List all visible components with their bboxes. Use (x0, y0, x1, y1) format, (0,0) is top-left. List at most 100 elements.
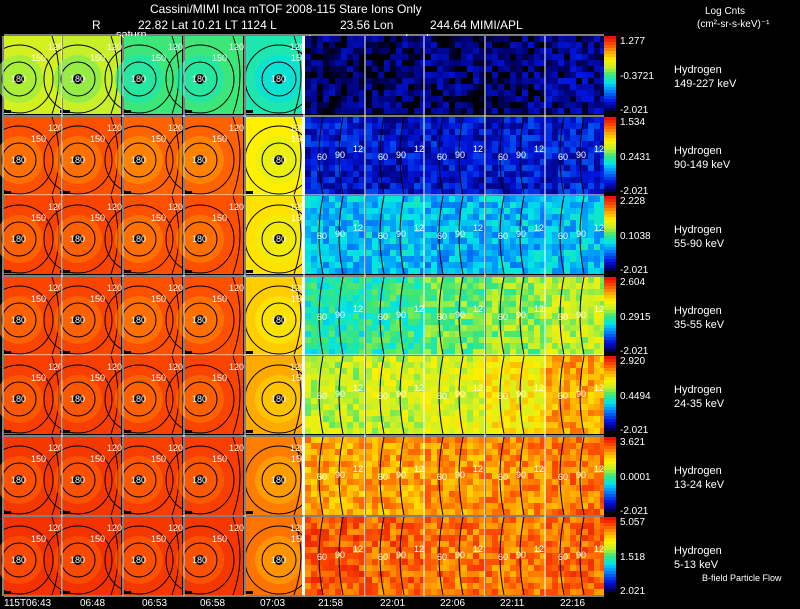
heatmap-pixel (347, 422, 353, 428)
heatmap-pixel (396, 307, 402, 313)
heatmap-pixel (467, 428, 473, 434)
heatmap-pixel (498, 503, 504, 509)
heatmap-pixel (582, 277, 588, 283)
heatmap-pixel (390, 84, 396, 90)
heatmap-pixel (546, 416, 552, 422)
heatmap-pixel (317, 529, 323, 535)
heatmap-pixel (341, 356, 347, 362)
heatmap-pixel (486, 232, 492, 238)
heatmap-pixel (335, 485, 341, 491)
heatmap-pixel (359, 529, 365, 535)
heatmap-pixel (486, 196, 492, 202)
heatmap-pixel (546, 289, 552, 295)
heatmap-pixel (492, 183, 498, 189)
heatmap-pixel (384, 349, 390, 355)
contour-label-60: 60 (378, 152, 388, 162)
heatmap-pixel (305, 374, 311, 380)
heatmap-pixel (359, 553, 365, 559)
heatmap-pixel (311, 398, 317, 404)
heatmap-pixel (390, 479, 396, 485)
contour-label-90: 90 (335, 550, 345, 560)
heatmap-pixel (353, 108, 359, 114)
heatmap-pixel (420, 196, 426, 202)
heatmap-pixel (564, 159, 570, 165)
heatmap-pixel (359, 559, 365, 565)
heatmap-pixel (437, 159, 443, 165)
heatmap-pixel (384, 171, 390, 177)
contour-label-120: 120 (168, 42, 183, 52)
heatmap-pixel (353, 102, 359, 108)
heatmap-pixel (305, 455, 311, 461)
heatmap-pixel (414, 232, 420, 238)
heatmap-pixel (570, 232, 576, 238)
heatmap-pixel (449, 529, 455, 535)
heatmap-pixel (335, 141, 341, 147)
heatmap-pixel (510, 244, 516, 250)
heatmap-pixel (588, 325, 594, 331)
grid-cross-mark (243, 191, 253, 194)
grid-cross-mark (243, 511, 253, 514)
heatmap-pixel (600, 78, 606, 84)
heatmap-pixel (420, 547, 426, 553)
heatmap-pixel (486, 565, 492, 571)
heatmap-pixel (305, 232, 311, 238)
heatmap-pixel (425, 250, 431, 256)
saturn-marker (274, 555, 284, 565)
heatmap-pixel (359, 289, 365, 295)
heatmap-pixel (510, 301, 516, 307)
heatmap-pixel (443, 202, 449, 208)
heatmap-pixel (486, 123, 492, 129)
contour-label-120: 120 (168, 283, 183, 293)
heatmap-pixel (594, 416, 600, 422)
heatmap-pixel (347, 183, 353, 189)
heatmap-pixel (420, 337, 426, 343)
heatmap-pixel (305, 517, 311, 523)
heatmap-pixel (425, 547, 431, 553)
heatmap-pixel (600, 356, 606, 362)
heatmap-pixel (390, 295, 396, 301)
contour-label-180: 180 (11, 555, 26, 565)
heatmap-pixel (486, 42, 492, 48)
heatmap-pixel (366, 256, 372, 262)
heatmap-pixel (479, 244, 485, 250)
heatmap-pixel (390, 485, 396, 491)
heatmap-pixel (504, 386, 510, 392)
contour-ring-150 (165, 445, 235, 515)
heatmap-pixel (335, 362, 341, 368)
heatmap-pixel (588, 117, 594, 123)
heatmap-pixel (588, 410, 594, 416)
heatmap-pixel (479, 473, 485, 479)
heatmap-pixel (594, 356, 600, 362)
heatmap-pixel (384, 135, 390, 141)
heatmap-pixel (455, 202, 461, 208)
heatmap-pixel (570, 349, 576, 355)
heatmap-pixel (588, 277, 594, 283)
heatmap-pixel (402, 129, 408, 135)
heatmap-pixel (366, 250, 372, 256)
heatmap-pixel (479, 509, 485, 515)
contour-arc-60 (499, 355, 505, 435)
heatmap-pixel (329, 307, 335, 313)
heatmap-pixel (576, 283, 582, 289)
heatmap-pixel (467, 232, 473, 238)
heatmap-pixel (492, 565, 498, 571)
heatmap-pixel (366, 547, 372, 553)
heatmap-pixel (449, 479, 455, 485)
heatmap-pixel (522, 214, 528, 220)
heatmap-pixel (504, 153, 510, 159)
heatmap-pixel (534, 479, 540, 485)
heatmap-pixel (366, 485, 372, 491)
heatmap-pixel (576, 362, 582, 368)
heatmap-pixel (570, 380, 576, 386)
heatmap-pixel (329, 553, 335, 559)
heatmap-pixel (414, 479, 420, 485)
heatmap-pixel (390, 135, 396, 141)
heatmap-pixel (528, 374, 534, 380)
heatmap-pixel (431, 102, 437, 108)
heatmap-pixel (486, 108, 492, 114)
heatmap-pixel (408, 313, 414, 319)
heatmap-pixel (564, 362, 570, 368)
heatmap-pixel (335, 36, 341, 42)
